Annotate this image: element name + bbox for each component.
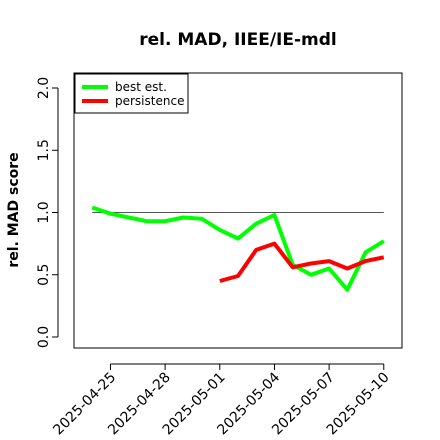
y-axis: 0.0 0.5 1.0 1.5 2.0 [36,77,59,348]
y-tick-label: 2.0 [36,77,52,99]
y-tick-label: 0.5 [36,264,52,286]
y-axis-label: rel. MAD score [6,152,22,267]
legend-label: persistence [115,94,184,108]
series-line-0 [91,205,385,292]
y-tick-label: 1.0 [36,201,52,223]
series-layer [91,205,385,292]
chart-title: rel. MAD, IIEE/IE-mdl [139,30,336,50]
legend-label: best est. [115,80,167,94]
series-line-1 [219,241,385,283]
plot-frame [73,72,403,349]
legend-box [74,73,189,114]
y-tick-label: 1.5 [36,139,52,161]
legend: best est.persistence [74,73,189,114]
x-axis: 2025-04-252025-04-282025-05-012025-05-04… [50,363,393,438]
y-tick-label: 0.0 [36,326,52,348]
